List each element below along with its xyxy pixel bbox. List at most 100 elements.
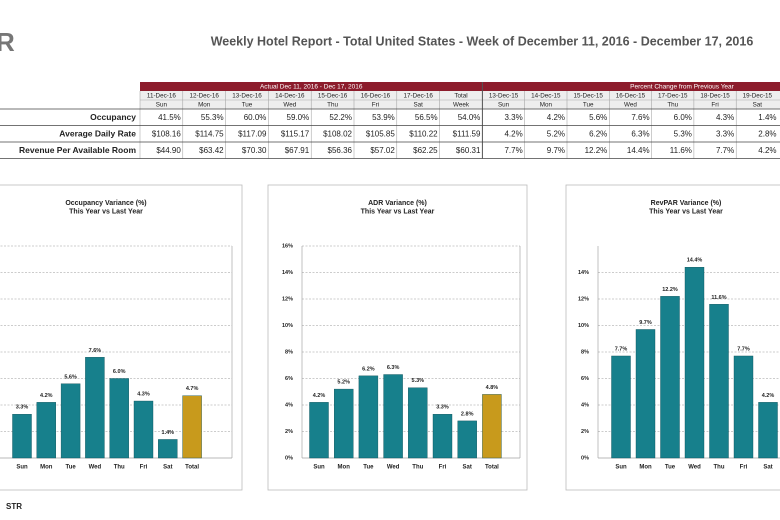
- chart-title: RevPAR Variance (%): [651, 200, 722, 207]
- bar: [60, 383, 81, 459]
- column-day: Sat: [753, 102, 763, 109]
- group-label: Percent Change from Previous Year: [630, 84, 735, 91]
- x-tick-label: Mon: [40, 465, 53, 471]
- data-label: 3.3%: [436, 405, 449, 411]
- cell: 52.2%: [329, 113, 352, 122]
- column-date: 15-Dec-16: [318, 93, 348, 100]
- y-tick-label: 14%: [282, 270, 293, 276]
- bar: [758, 402, 778, 459]
- data-label: 4.2%: [762, 393, 775, 399]
- data-label: 4.2%: [313, 393, 326, 399]
- column-day: Fri: [372, 102, 379, 109]
- data-label: 14.4%: [687, 258, 703, 264]
- x-tick-label: Wed: [89, 465, 102, 471]
- data-label: 4.7%: [186, 386, 199, 392]
- data-label: 4.2%: [40, 393, 53, 399]
- y-tick-label: 0%: [581, 455, 589, 461]
- data-label: 7.6%: [89, 348, 102, 354]
- cell: $105.85: [366, 129, 395, 138]
- x-tick-label: Sat: [763, 465, 772, 471]
- x-tick-label: Tue: [363, 465, 374, 471]
- group-header: [482, 82, 780, 91]
- x-tick-label: Sun: [16, 465, 28, 471]
- column-date: 13-Dec-15: [489, 93, 519, 100]
- y-tick-label: 6%: [581, 376, 589, 382]
- footer: STR: [6, 502, 22, 511]
- cell: 9.7%: [547, 146, 565, 155]
- row-label: Average Daily Rate: [59, 129, 136, 139]
- bar: [12, 414, 32, 459]
- x-tick-label: Sat: [463, 465, 472, 471]
- cell: $70.30: [242, 146, 267, 155]
- column-day: Sun: [156, 102, 168, 109]
- data-label: 5.6%: [64, 374, 77, 380]
- column-date: 19-Dec-15: [743, 93, 773, 100]
- column-date: Total: [454, 93, 467, 100]
- x-tick-label: Thu: [714, 465, 725, 471]
- y-tick-label: 8%: [285, 349, 293, 355]
- y-tick-label: 0%: [285, 455, 293, 461]
- x-tick-label: Tue: [665, 465, 676, 471]
- cell: 4.2%: [547, 113, 565, 122]
- cell: $117.09: [238, 129, 267, 138]
- row-label: Occupancy: [90, 112, 136, 122]
- cell: 7.7%: [716, 146, 734, 155]
- bar: [158, 439, 178, 459]
- column-day: Wed: [283, 102, 296, 109]
- cell: 41.5%: [158, 113, 181, 122]
- column-day: Mon: [540, 102, 553, 109]
- column-date: 18-Dec-15: [700, 93, 730, 100]
- data-label: 6.2%: [362, 366, 375, 372]
- x-tick-label: Wed: [387, 465, 400, 471]
- bar: [432, 414, 453, 459]
- y-tick-label: 16%: [282, 243, 293, 249]
- cell: $115.17: [281, 129, 310, 138]
- column-day: Thu: [667, 102, 678, 109]
- y-tick-label: 2%: [581, 429, 589, 435]
- data-label: 7.7%: [737, 346, 750, 352]
- cell: 6.3%: [631, 129, 649, 138]
- x-tick-label: Total: [185, 465, 199, 471]
- bar: [383, 374, 403, 459]
- cell: 59.0%: [287, 113, 310, 122]
- x-tick-label: Total: [485, 465, 499, 471]
- data-label: 2.8%: [461, 411, 474, 417]
- column-day: Thu: [327, 102, 338, 109]
- logo: R: [0, 27, 15, 57]
- x-tick-label: Sun: [313, 465, 325, 471]
- x-tick-label: Tue: [65, 465, 76, 471]
- cell: 14.4%: [627, 146, 650, 155]
- group-header: [140, 82, 483, 91]
- data-label: 9.7%: [639, 320, 652, 326]
- y-tick-label: 6%: [285, 376, 293, 382]
- data-label: 5.3%: [412, 378, 425, 384]
- chart-title: ADR Variance (%): [368, 200, 427, 207]
- bar: [611, 355, 631, 459]
- cell: $111.59: [453, 129, 481, 138]
- bar: [457, 420, 477, 459]
- cell: 3.3%: [716, 129, 734, 138]
- bar: [85, 357, 105, 459]
- x-tick-label: Fri: [439, 465, 447, 471]
- data-label: 4.3%: [137, 391, 150, 397]
- cell: 7.7%: [504, 146, 522, 155]
- bar: [334, 388, 354, 459]
- cell: 53.9%: [372, 113, 395, 122]
- cell: $110.22: [409, 129, 438, 138]
- data-label: 1.4%: [162, 430, 175, 436]
- bar: [358, 375, 379, 459]
- x-tick-label: Mon: [338, 465, 351, 471]
- x-tick-label: Thu: [412, 465, 423, 471]
- x-tick-label: Fri: [740, 465, 748, 471]
- data-label: 3.3%: [16, 405, 29, 411]
- report-title: Weekly Hotel Report - Total United State…: [211, 34, 754, 48]
- cell: 7.6%: [631, 113, 649, 122]
- cell: 56.5%: [415, 113, 438, 122]
- cell: $108.16: [152, 129, 181, 138]
- cell: 4.2%: [758, 146, 776, 155]
- bar: [408, 387, 428, 459]
- column-day: Tue: [583, 102, 594, 109]
- x-tick-label: Fri: [140, 465, 148, 471]
- cell: $63.42: [199, 146, 224, 155]
- cell: 5.2%: [547, 129, 565, 138]
